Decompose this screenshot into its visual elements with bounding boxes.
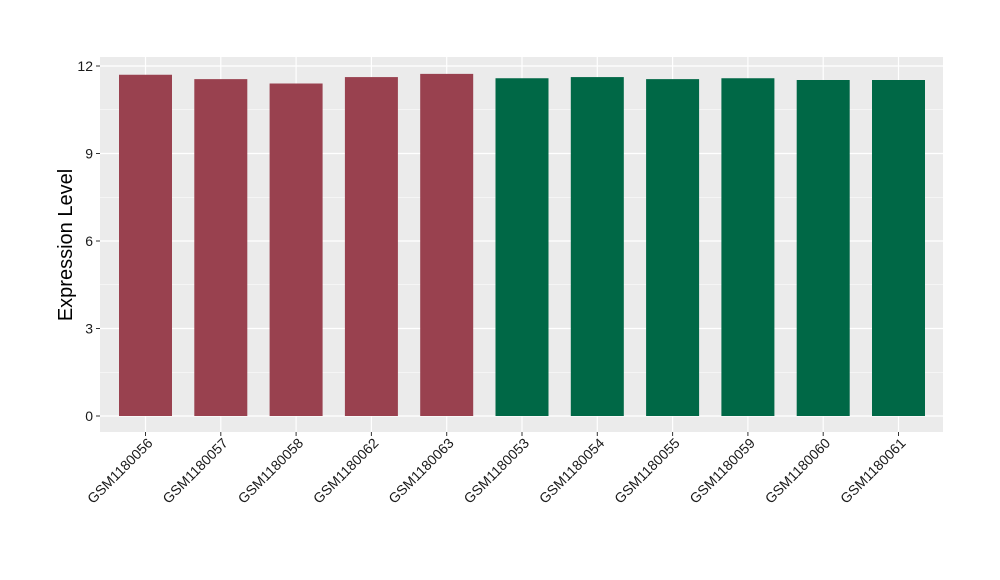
bar (194, 79, 248, 416)
x-tick-label: GSM1180058 (235, 435, 307, 507)
bar (495, 78, 549, 416)
x-tick-label: GSM1180054 (536, 435, 608, 507)
bar (119, 74, 172, 416)
x-tick-label: GSM1180061 (837, 435, 909, 507)
bar (344, 77, 398, 416)
bar (721, 78, 775, 416)
y-axis: 0 3 6 9 12 (77, 58, 100, 424)
y-axis-title: Expression Level (55, 169, 77, 321)
x-tick-label: GSM1180055 (611, 435, 683, 507)
bar (570, 77, 624, 416)
x-tick-label: GSM1180056 (84, 435, 156, 507)
x-tick-label: GSM1180062 (310, 435, 382, 507)
x-tick-label: GSM1180053 (460, 435, 532, 507)
bar (872, 80, 925, 416)
y-tick-label: 9 (85, 146, 93, 162)
x-tick-label: GSM1180060 (762, 435, 834, 507)
y-tick-label: 3 (85, 321, 93, 337)
bar (420, 73, 474, 416)
x-tick-label: GSM1180059 (686, 435, 758, 507)
x-tick-label: GSM1180057 (159, 435, 231, 507)
y-tick-label: 12 (77, 58, 93, 74)
bar (796, 80, 850, 416)
x-tick-label: GSM1180063 (385, 435, 457, 507)
y-tick-label: 0 (85, 408, 93, 424)
bars (119, 73, 925, 416)
y-tick-label: 6 (85, 233, 93, 249)
bar (269, 83, 323, 416)
x-axis: GSM1180056 GSM1180057 GSM1180058 GSM1180062… (84, 432, 909, 506)
bar (646, 79, 700, 416)
